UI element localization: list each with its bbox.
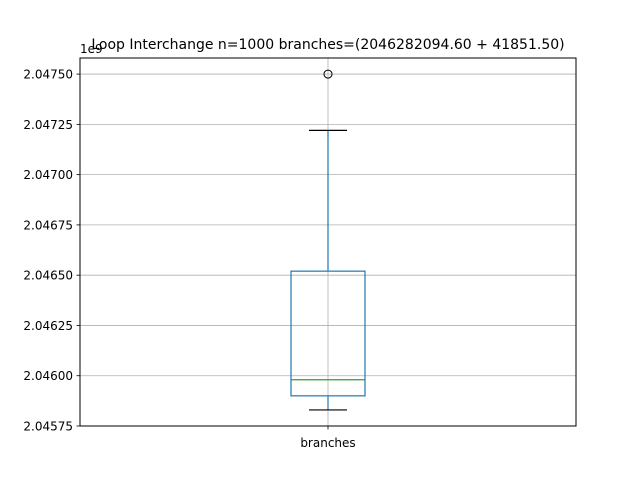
y-tick-label: 2.04675 bbox=[23, 218, 73, 232]
x-axis-ticks: branches bbox=[300, 426, 356, 450]
y-tick-label: 2.04625 bbox=[23, 319, 73, 333]
y-tick-label: 2.04650 bbox=[23, 269, 73, 283]
y-axis-offset-label: 1e9 bbox=[80, 42, 103, 56]
iqr-box bbox=[290, 270, 366, 397]
y-tick-label: 2.04700 bbox=[23, 168, 73, 182]
y-axis-ticks: 2.04575 2.04600 2.04625 2.04650 2.04675 2.047… bbox=[23, 68, 80, 434]
y-tick-label: 2.04600 bbox=[23, 369, 73, 383]
x-tick-label: branches bbox=[300, 436, 355, 450]
outlier-point bbox=[323, 69, 333, 79]
box-layer bbox=[290, 69, 366, 411]
y-tick-label: 2.04725 bbox=[23, 118, 73, 132]
y-tick-label: 2.04575 bbox=[23, 420, 73, 434]
chart-title: Loop Interchange n=1000 branches=(204628… bbox=[91, 37, 564, 53]
y-tick-label: 2.04750 bbox=[23, 68, 73, 82]
